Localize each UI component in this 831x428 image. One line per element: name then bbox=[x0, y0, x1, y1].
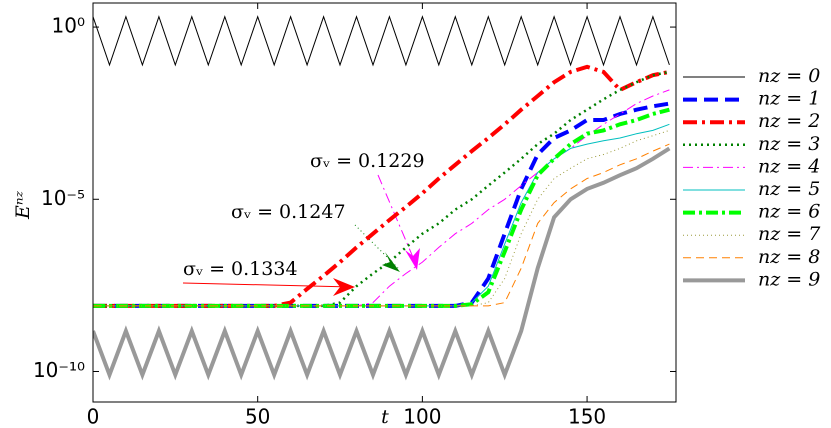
legend-label: nz = 5 bbox=[758, 178, 820, 200]
series-line bbox=[93, 15, 670, 67]
legend-label: nz = 3 bbox=[758, 133, 820, 155]
series-line bbox=[93, 64, 670, 308]
x-tick-label: 150 bbox=[568, 405, 606, 428]
legend-label: nz = 4 bbox=[758, 155, 820, 177]
annotation-arrow bbox=[182, 282, 353, 288]
legend-label: nz = 0 bbox=[758, 65, 820, 87]
legend-label: nz = 7 bbox=[758, 223, 821, 245]
y-tick-label: 10⁻⁵ bbox=[41, 186, 85, 210]
series-line bbox=[93, 89, 670, 307]
legend-label: nz = 1 bbox=[758, 88, 820, 110]
y-tick-label: 10⁻¹⁰ bbox=[33, 358, 85, 382]
y-axis-label: Eⁿᶻ bbox=[12, 190, 34, 220]
arrowhead bbox=[333, 278, 355, 296]
series-line bbox=[93, 70, 670, 308]
legend-label: nz = 8 bbox=[758, 246, 820, 268]
legend-label: nz = 6 bbox=[758, 201, 820, 223]
y-tick-label: 10⁰ bbox=[52, 14, 85, 38]
x-tick-label: 50 bbox=[245, 405, 270, 428]
annotation: σᵥ = 0.1229 bbox=[310, 150, 425, 172]
x-tick-label: 100 bbox=[403, 405, 441, 428]
arrowhead bbox=[405, 248, 420, 270]
x-axis-label: t bbox=[381, 406, 389, 428]
annotation-arrow bbox=[377, 174, 416, 263]
plot-frame bbox=[92, 2, 677, 403]
annotation: σᵥ = 0.1334 bbox=[183, 258, 298, 280]
x-tick-label: 0 bbox=[87, 405, 100, 428]
annotation: σᵥ = 0.1247 bbox=[231, 201, 346, 223]
series-line bbox=[93, 146, 671, 381]
series-line bbox=[93, 101, 670, 308]
legend-label: nz = 2 bbox=[758, 110, 820, 132]
series-line bbox=[93, 143, 670, 307]
legend-label: nz = 9 bbox=[758, 268, 820, 290]
